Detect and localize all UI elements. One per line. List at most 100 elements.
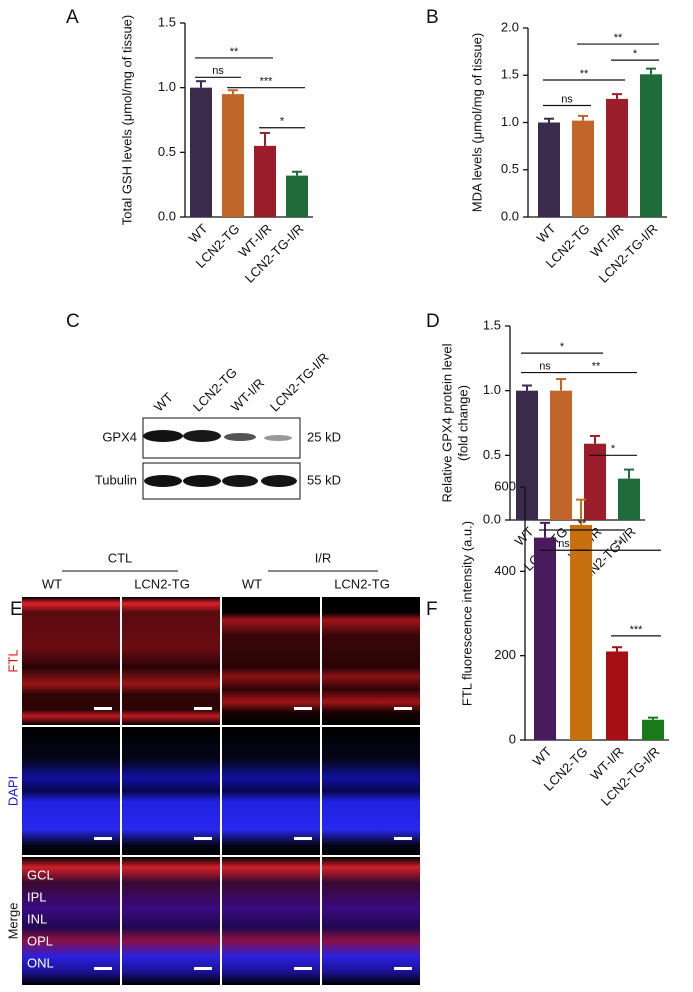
micrograph [222, 597, 320, 725]
row-label: Merge [5, 903, 20, 940]
x-tick-label: WT [186, 221, 211, 246]
x-tick-label: WT [530, 744, 555, 769]
y-axis-label: FTL fluorescence intensity (a.u.) [459, 521, 474, 706]
band [144, 475, 182, 487]
y-tick-label: 1.5 [501, 67, 519, 82]
y-tick-label: 200 [494, 647, 516, 662]
blot-row-label: Tubulin [95, 472, 137, 487]
band [261, 475, 297, 487]
scale-bar [394, 967, 412, 970]
scale-bar [394, 707, 412, 710]
bar [550, 390, 572, 520]
y-tick-label: 0.0 [158, 208, 176, 223]
significance-label: ns [561, 93, 573, 105]
column-label: LCN2-TG [334, 576, 390, 591]
significance-label: * [280, 116, 285, 128]
micrograph [22, 597, 120, 725]
micrograph [22, 727, 120, 855]
layer-label: ONL [27, 955, 54, 970]
significance-label: ns [558, 538, 570, 550]
layer-label: INL [27, 911, 47, 926]
blot [142, 417, 301, 500]
row-label: FTL [5, 649, 20, 672]
micrograph [322, 597, 420, 725]
significance-label: ** [230, 46, 239, 58]
micrograph [122, 597, 220, 725]
scale-bar [94, 707, 112, 710]
y-axis-label: (fold change) [455, 385, 470, 461]
significance-label: ** [578, 518, 587, 530]
layer-label: OPL [27, 933, 53, 948]
significance-label: *** [630, 624, 644, 636]
panel-letter: A [66, 7, 79, 28]
scale-bar [194, 837, 212, 840]
scale-bar [194, 967, 212, 970]
significance-label: * [611, 443, 616, 455]
group-label: CTL [108, 550, 133, 565]
layer-label: IPL [27, 889, 47, 904]
scale-bar [394, 837, 412, 840]
bar [286, 175, 308, 217]
significance-label: * [633, 48, 638, 60]
scale-bar [194, 707, 212, 710]
band [222, 475, 258, 487]
row-label: DAPI [5, 776, 20, 806]
panel-letter: C [66, 311, 80, 332]
y-tick-label: 0.5 [483, 447, 501, 462]
scale-bar [94, 967, 112, 970]
bar [222, 94, 244, 217]
blot-size-label: 55 kD [307, 472, 341, 487]
blot-row-label: GPX4 [102, 429, 137, 444]
y-tick-label: 0 [509, 731, 516, 746]
band [143, 430, 183, 442]
y-tick-label: 0.0 [501, 208, 519, 223]
bar [618, 478, 640, 520]
bar [534, 537, 556, 740]
bar [572, 120, 594, 217]
bar [538, 122, 560, 217]
significance-label: * [560, 341, 565, 353]
significance-label: ** [614, 538, 623, 550]
lane-label: WT [151, 390, 176, 415]
y-tick-label: 1.5 [158, 14, 176, 29]
micrograph [122, 727, 220, 855]
panel-letter: B [426, 7, 439, 28]
bar [570, 524, 592, 740]
y-tick-label: 1.0 [483, 382, 501, 397]
column-label: WT [242, 576, 262, 591]
significance-label: ** [614, 32, 623, 44]
panel-letter: E [10, 599, 23, 620]
column-label: LCN2-TG [134, 576, 190, 591]
band [183, 430, 221, 442]
micrograph [22, 857, 120, 985]
significance-label: *** [260, 76, 274, 88]
lane-label: LCN2-TG-I/R [267, 350, 332, 415]
bar [584, 443, 606, 520]
bar [516, 390, 538, 520]
panel-letter: D [426, 311, 440, 332]
scale-bar [294, 967, 312, 970]
micrograph [222, 727, 320, 855]
layer-label: GCL [27, 867, 54, 882]
micrograph [322, 857, 420, 985]
y-axis-label: Total GSH levels (μmol/mg of tissue) [119, 15, 134, 226]
y-tick-label: 0.0 [483, 511, 501, 526]
blot-size-label: 25 kD [307, 429, 341, 444]
y-tick-label: 0.5 [158, 144, 176, 159]
significance-label: ** [580, 68, 589, 80]
y-tick-label: 1.0 [158, 79, 176, 94]
bar [254, 145, 276, 217]
y-tick-label: 400 [494, 563, 516, 578]
significance-label: ns [539, 360, 551, 372]
micrograph [222, 857, 320, 985]
panel-letter: F [426, 599, 438, 620]
bar [640, 74, 662, 218]
column-label: WT [42, 576, 62, 591]
bar [606, 98, 628, 217]
bar [190, 87, 212, 218]
scale-bar [294, 707, 312, 710]
x-tick-label: WT [512, 524, 537, 549]
scale-bar [94, 837, 112, 840]
micrograph [322, 727, 420, 855]
